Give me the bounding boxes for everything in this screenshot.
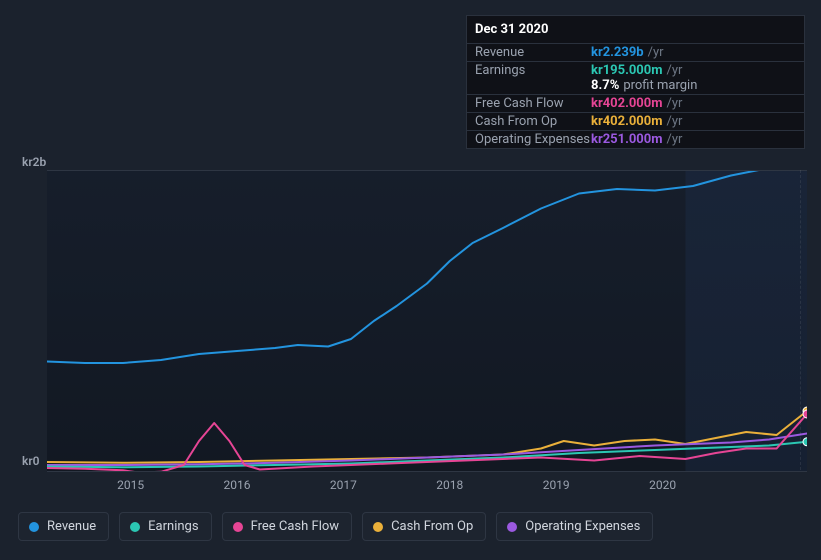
legend: Revenue Earnings Free Cash Flow Cash Fro… [18, 512, 653, 541]
legend-dot-icon [130, 522, 140, 532]
tooltip-unit: /yr [667, 114, 683, 129]
legend-item-fcf[interactable]: Free Cash Flow [222, 512, 352, 541]
legend-item-opex[interactable]: Operating Expenses [496, 512, 653, 541]
x-axis: 2015 2016 2017 2018 2019 2020 [47, 478, 807, 498]
tooltip-row-opex: Operating Expenses kr251.000m /yr [467, 131, 804, 148]
y-axis-label-top: kr2b [22, 155, 46, 169]
tooltip-value: kr402.000m [591, 114, 663, 129]
legend-label: Free Cash Flow [251, 519, 339, 534]
tooltip-label: Earnings [475, 63, 591, 78]
tooltip-label: Free Cash Flow [475, 96, 591, 111]
x-tick-label: 2018 [436, 478, 463, 492]
tooltip-unit: /yr [667, 63, 683, 78]
tooltip-row-cfo: Cash From Op kr402.000m /yr [467, 113, 804, 131]
tooltip-value: kr2.239b [591, 45, 644, 60]
tooltip-value: kr402.000m [591, 96, 663, 111]
legend-item-earnings[interactable]: Earnings [119, 512, 211, 541]
chart-cursor-line [800, 170, 801, 470]
legend-label: Earnings [148, 519, 198, 534]
chart-tooltip: Dec 31 2020 Revenue kr2.239b /yr Earning… [466, 15, 805, 149]
x-tick-label: 2015 [117, 478, 144, 492]
tooltip-row-fcf: Free Cash Flow kr402.000m /yr [467, 95, 804, 113]
legend-label: Operating Expenses [525, 519, 640, 534]
tooltip-row-earnings: Earnings kr195.000m /yr 8.7% profit marg… [467, 62, 804, 95]
legend-dot-icon [233, 522, 243, 532]
tooltip-label: Revenue [475, 45, 591, 60]
tooltip-extra-value: 8.7% [591, 78, 619, 93]
legend-item-revenue[interactable]: Revenue [18, 512, 109, 541]
x-tick-label: 2019 [543, 478, 570, 492]
tooltip-unit: /yr [667, 96, 683, 111]
legend-dot-icon [373, 522, 383, 532]
tooltip-value: kr195.000m [591, 63, 663, 78]
chart-area [47, 170, 807, 472]
tooltip-date: Dec 31 2020 [467, 16, 804, 44]
legend-dot-icon [507, 522, 517, 532]
tooltip-label: Operating Expenses [475, 132, 591, 147]
legend-item-cfo[interactable]: Cash From Op [362, 512, 486, 541]
tooltip-label: Cash From Op [475, 114, 591, 129]
x-tick-label: 2020 [649, 478, 676, 492]
tooltip-row-revenue: Revenue kr2.239b /yr [467, 44, 804, 62]
tooltip-extra-text: profit margin [623, 78, 697, 93]
tooltip-unit: /yr [667, 132, 683, 147]
y-axis-label-zero: kr0 [22, 454, 40, 468]
tooltip-unit: /yr [648, 45, 664, 60]
chart-svg [47, 171, 807, 471]
legend-label: Revenue [47, 519, 96, 534]
tooltip-value: kr251.000m [591, 132, 663, 147]
legend-label: Cash From Op [391, 519, 473, 534]
x-tick-label: 2016 [224, 478, 251, 492]
x-tick-label: 2017 [330, 478, 357, 492]
legend-dot-icon [29, 522, 39, 532]
